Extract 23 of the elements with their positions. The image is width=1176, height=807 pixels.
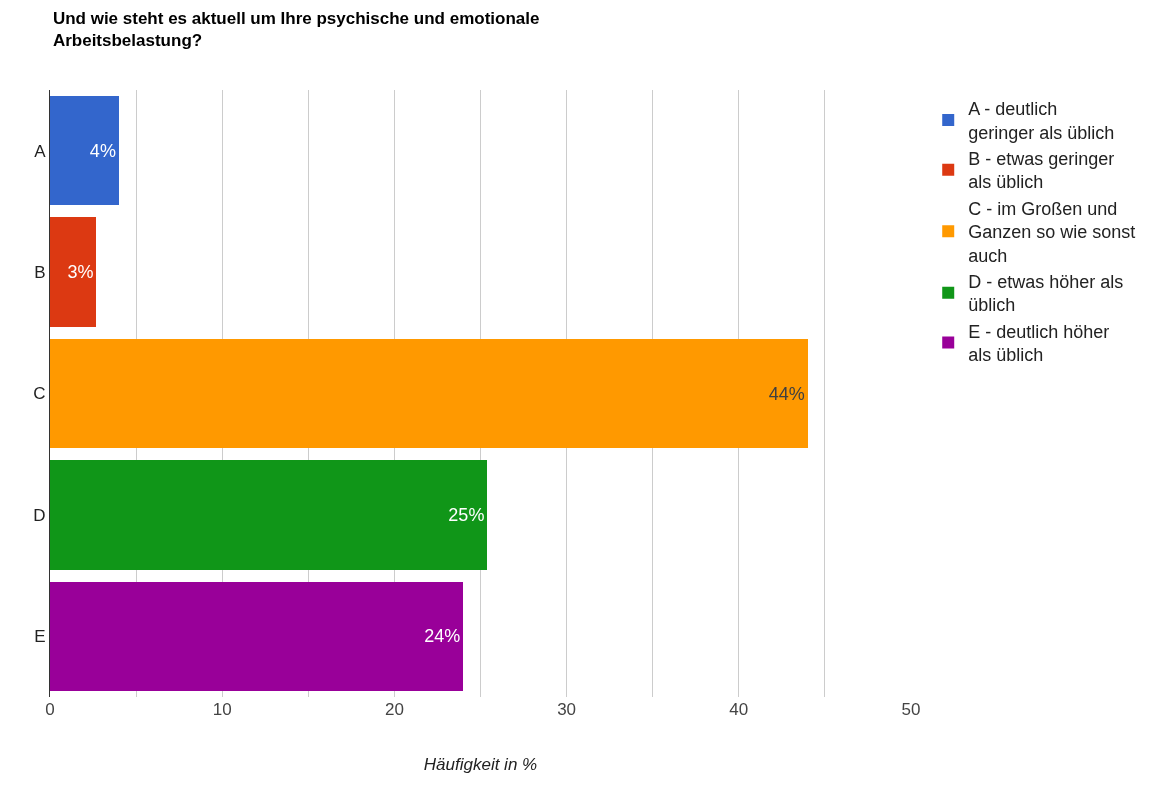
x-axis-title: Häufigkeit in %: [423, 755, 538, 775]
x-tick-label: 0: [45, 700, 55, 719]
data-label: 25%: [448, 504, 485, 525]
y-tick-label: B: [34, 263, 46, 283]
data-label: 44%: [768, 383, 805, 404]
y-tick-label: C: [33, 384, 46, 404]
x-tick-label: 40: [729, 700, 749, 719]
chart-title: Und wie steht es aktuell um Ihre psychische und emotionale Arbeitsbelastung?: [52, 9, 540, 51]
data-label: 24%: [424, 626, 461, 647]
x-tick-label: 20: [384, 700, 404, 719]
y-tick-label: E: [34, 627, 46, 647]
data-label: 3%: [67, 262, 94, 283]
legend-label: C - im Großen und Ganzen so wie sonst auch: [968, 198, 1136, 266]
x-tick-label: 30: [557, 700, 577, 719]
legend-label: A - deutlich geringer als üblich: [968, 99, 1115, 143]
x-tick-label: 50: [901, 700, 921, 719]
x-tick-label: 10: [212, 700, 232, 719]
legend-label: D - etwas höher als üblich: [968, 272, 1124, 316]
y-tick-label: D: [33, 505, 46, 525]
legend-label: E - deutlich höher als üblich: [968, 321, 1110, 366]
legend-label: B - etwas geringer als üblich: [968, 149, 1115, 193]
y-tick-label: A: [34, 141, 47, 161]
data-label: 4%: [89, 140, 116, 161]
